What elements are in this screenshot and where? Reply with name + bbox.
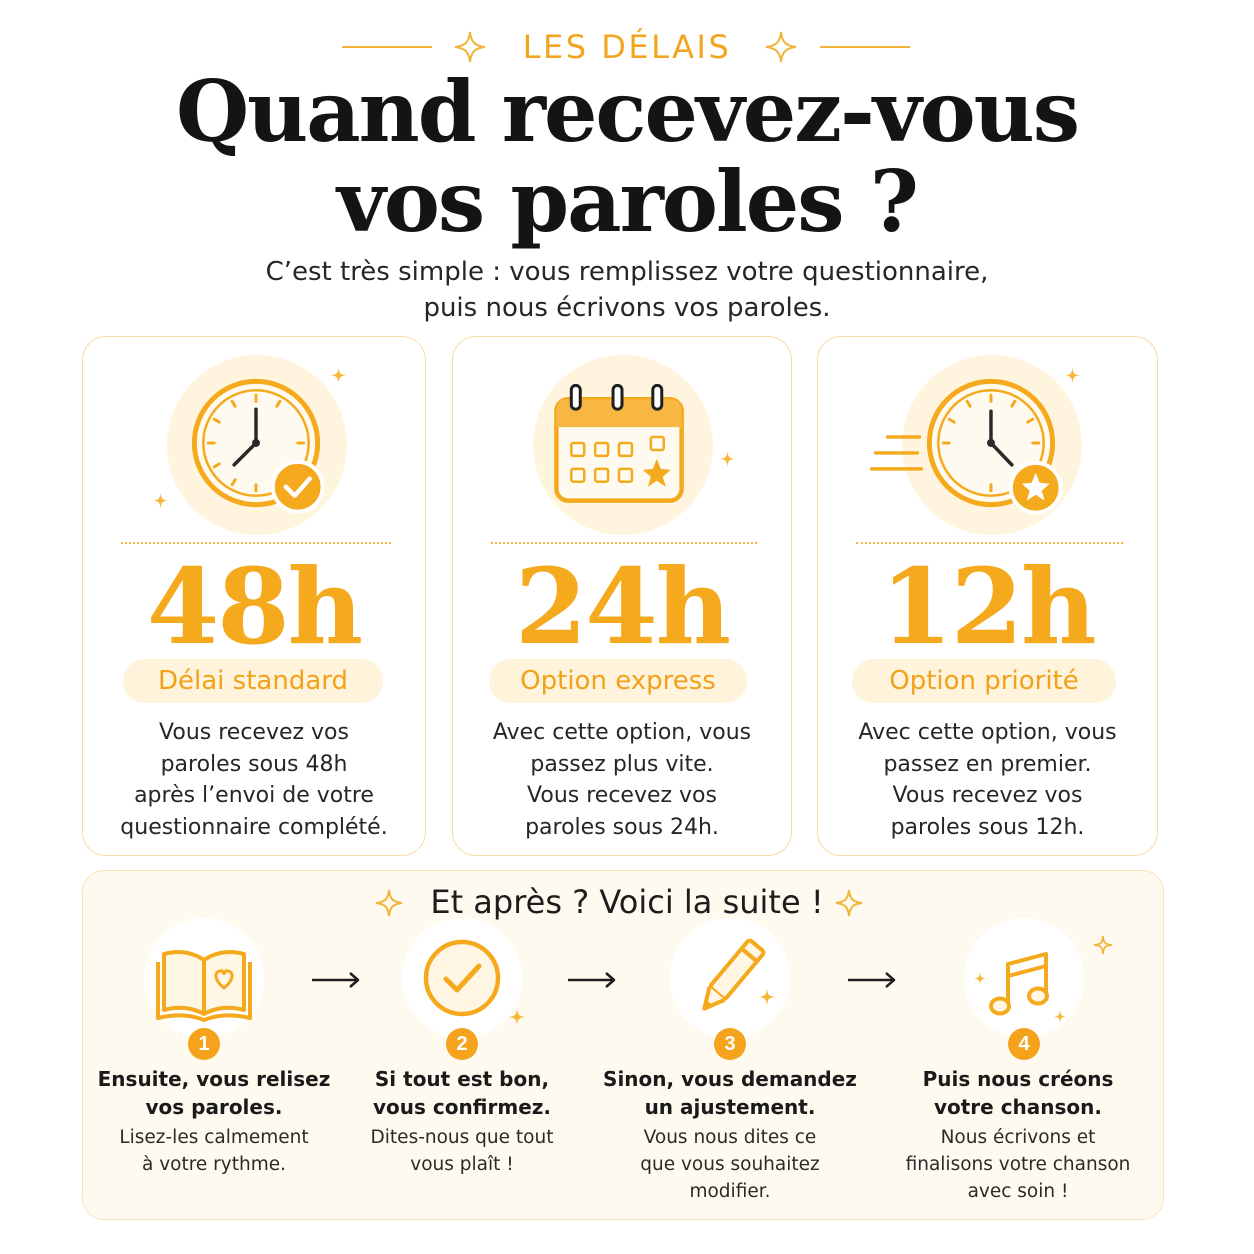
dotted-divider (121, 542, 391, 544)
option-description: Vous recevez vos paroles sous 48h après … (93, 717, 415, 843)
eyebrow-line-left (342, 46, 432, 48)
step-description: Nous écrivons et finalisons votre chanso… (886, 1124, 1150, 1205)
desc-line: après l’envoi de votre (134, 783, 374, 808)
desc-line: paroles sous 24h. (525, 814, 719, 840)
arrow-right-icon (848, 972, 896, 988)
delay-label-badge: Option express (489, 659, 747, 703)
step-title-line: Ensuite, vous relisez (97, 1067, 331, 1091)
step-number-badge: 3 (714, 1028, 746, 1060)
step-desc-line: à votre rythme. (141, 1154, 287, 1175)
desc-line: questionnaire complété. (120, 814, 388, 840)
step-adjust: 3 Sinon, vous demandez un ajustement. Vo… (600, 910, 860, 1210)
subtitle-line1: C’est très simple : vous remplissez votr… (265, 257, 989, 287)
dotted-divider (491, 542, 757, 544)
pencil-icon (702, 938, 766, 1011)
option-card-standard: 48h Délai standard Vous recevez vos paro… (82, 336, 426, 856)
step-title-line: votre chanson. (933, 1095, 1103, 1119)
sparkle-icon (765, 31, 797, 63)
next-steps-title: Et après ? Voici la suite ! (430, 883, 824, 921)
desc-line: Vous recevez vos (527, 783, 717, 808)
delay-label-badge: Délai standard (123, 659, 383, 703)
music-note-icon (974, 952, 1066, 1023)
step-title-line: Si tout est bon, (374, 1067, 550, 1091)
delay-value: 48h (146, 545, 363, 668)
step-title-line: vos paroles. (145, 1095, 283, 1119)
eyebrow-line-right (820, 46, 910, 48)
delay-label-badge: Option priorité (852, 659, 1116, 703)
step-desc-line: que vous souhaitez (640, 1154, 820, 1175)
option-card-priority: 12h Option priorité Avec cette option, v… (817, 336, 1158, 856)
desc-line: Avec cette option, vous (492, 720, 752, 745)
step-desc-line: Vous nous dites ce (643, 1127, 817, 1148)
step-description: Lisez-les calmement à votre rythme. (84, 1124, 344, 1178)
step-title-line: vous confirmez. (372, 1095, 552, 1119)
step-desc-line: Dites-nous que tout (370, 1127, 554, 1148)
fast-clock-star-icon (869, 367, 1081, 515)
step-desc-line: vous plaît ! (410, 1154, 514, 1175)
step-description: Vous nous dites ce que vous souhaitez mo… (600, 1124, 860, 1205)
sparkle-icon (508, 1008, 526, 1026)
sparkle-icon (1093, 935, 1113, 955)
step-desc-line: avec soin ! (967, 1181, 1069, 1202)
subtitle-line2: puis nous écrivons vos paroles. (423, 293, 831, 323)
open-book-heart-icon (156, 950, 252, 1022)
desc-line: Avec cette option, vous (858, 720, 1117, 745)
step-title-line: un ajustement. (644, 1095, 816, 1119)
option-description: Avec cette option, vous passez en premie… (828, 717, 1147, 843)
step-desc-line: Lisez-les calmement (119, 1127, 309, 1148)
step-desc-line: Nous écrivons et (940, 1127, 1096, 1148)
arrow-right-icon (312, 972, 360, 988)
delay-value: 12h (880, 545, 1096, 668)
step-review: 1 Ensuite, vous relisez vos paroles. Lis… (84, 910, 344, 1210)
step-create-song: 4 Puis nous créons votre chanson. Nous é… (886, 910, 1150, 1210)
sparkle-icon (454, 31, 486, 63)
desc-line: paroles sous 12h. (890, 814, 1085, 840)
step-title-line: Sinon, vous demandez (603, 1067, 857, 1091)
eyebrow-row: LES DÉLAIS (0, 22, 1254, 72)
arrow-right-icon (568, 972, 616, 988)
step-desc-line: finalisons votre chanson (905, 1154, 1131, 1175)
check-circle-icon (423, 939, 501, 1017)
step-title: Ensuite, vous relisez vos paroles. (84, 1065, 344, 1121)
page-title-line2: vos paroles ? (337, 152, 919, 251)
option-card-express: 24h Option express Avec cette option, vo… (452, 336, 792, 856)
desc-line: Vous recevez vos (892, 783, 1083, 808)
step-number-badge: 1 (188, 1028, 220, 1060)
page-title-line1: Quand recevez-vous (175, 62, 1080, 161)
desc-line: Vous recevez vos (159, 720, 349, 745)
desc-line: passez plus vite. (530, 751, 714, 777)
step-number-badge: 4 (1008, 1028, 1040, 1060)
step-title-line: Puis nous créons (922, 1067, 1114, 1091)
dotted-divider (856, 542, 1123, 544)
desc-line: paroles sous 48h (160, 751, 348, 777)
sparkle-icon (375, 889, 403, 917)
desc-line: passez en premier. (883, 751, 1092, 777)
clock-check-icon (152, 367, 347, 514)
icon-circle (964, 918, 1084, 1038)
step-title: Puis nous créons votre chanson. (886, 1065, 1150, 1121)
option-description: Avec cette option, vous passez plus vite… (463, 717, 781, 843)
next-steps-panel (82, 870, 1164, 1220)
step-title: Sinon, vous demandez un ajustement. (600, 1065, 860, 1121)
sparkle-icon (758, 988, 776, 1006)
step-number-badge: 2 (446, 1028, 478, 1060)
step-title: Si tout est bon, vous confirmez. (332, 1065, 592, 1121)
calendar-star-icon (554, 383, 736, 503)
eyebrow-label: LES DÉLAIS (522, 28, 732, 66)
step-desc-line: modifier. (689, 1181, 771, 1202)
step-confirm: 2 Si tout est bon, vous confirmez. Dites… (332, 910, 592, 1210)
sparkle-icon (835, 889, 863, 917)
step-description: Dites-nous que tout vous plaît ! (332, 1124, 592, 1178)
delay-value: 24h (514, 545, 731, 668)
